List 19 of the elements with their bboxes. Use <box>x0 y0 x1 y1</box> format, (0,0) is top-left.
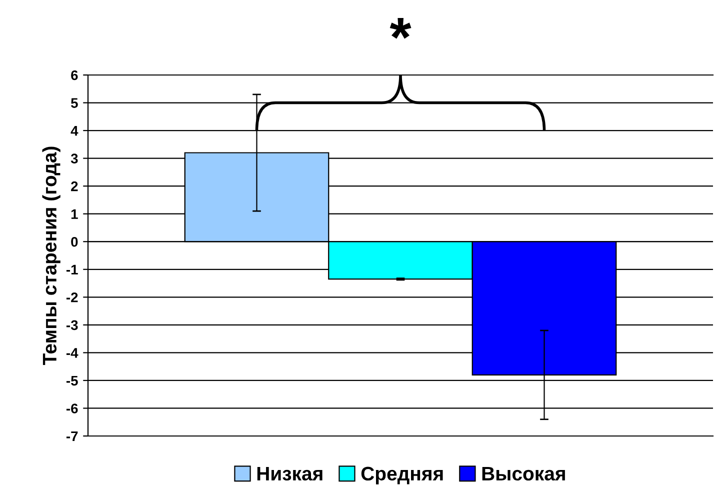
y-tick-label: 0 <box>71 236 78 247</box>
y-tick-label: 6 <box>71 70 78 80</box>
y-tick-label: -4 <box>66 348 78 358</box>
text: * <box>390 18 412 39</box>
y-tick-label: -2 <box>66 292 78 302</box>
y-tick-label: 3 <box>70 154 78 164</box>
y-tick-label: -3 <box>66 320 78 330</box>
legend-label: Низкая <box>257 466 322 481</box>
y-tick-label: -6 <box>66 404 78 414</box>
y-axis-title: Темпы старения (года) <box>42 146 60 365</box>
y-tick-label: 5 <box>70 98 78 108</box>
y-tick-label: -5 <box>66 376 78 386</box>
y-tick-label: -7 <box>66 431 78 442</box>
y-tick-label: 1 <box>71 209 78 219</box>
legend-label: Средняя <box>361 466 443 484</box>
y-tick-label: 4 <box>70 126 78 136</box>
y-tick-label: -1 <box>66 264 78 274</box>
y-tick-label: 2 <box>71 181 78 192</box>
legend-label: Высокая <box>482 466 565 481</box>
